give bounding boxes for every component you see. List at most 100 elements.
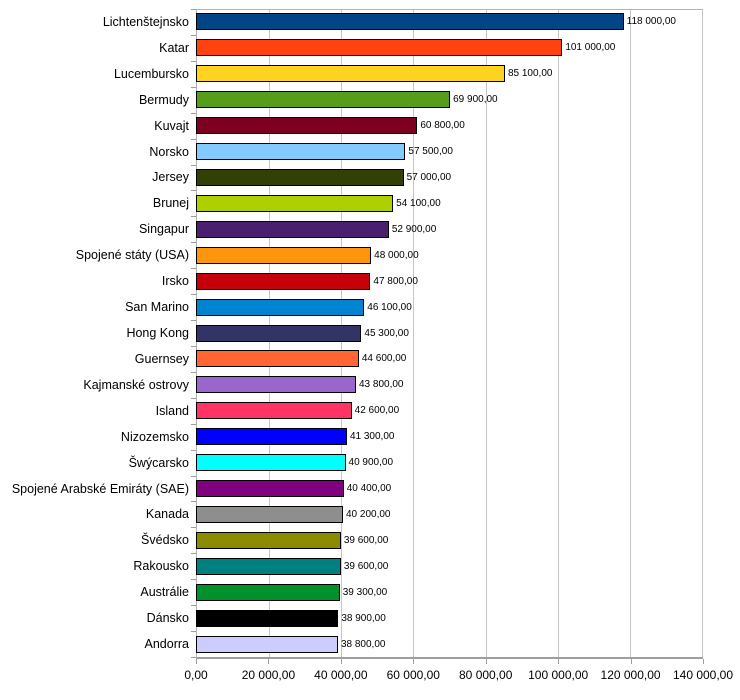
value-label: 69 900,00 <box>453 94 498 106</box>
value-label: 39 600,00 <box>343 560 389 572</box>
bar-row: Rakousko 39 600,00 <box>0 553 740 579</box>
category-label: Irsko <box>161 274 189 289</box>
bar-row: Norsko 57 500,00 <box>0 139 740 165</box>
category-label: Švédsko <box>141 533 189 548</box>
bar-row: Švédsko 39 600,00 <box>0 527 740 553</box>
bar <box>196 557 341 575</box>
value-label: 118 000,00 <box>626 16 676 28</box>
bar <box>196 428 347 446</box>
category-label: Lucembursko <box>113 66 189 81</box>
bar-row: Spojené Arabské Emiráty (SAE) 40 400,00 <box>0 476 740 502</box>
bar <box>196 220 389 238</box>
category-label: Nizozemsko <box>120 429 189 444</box>
bar-track: 101 000,00 <box>196 39 701 57</box>
bar <box>196 480 344 498</box>
category-label: San Marino <box>125 300 189 315</box>
y-axis-tick <box>191 87 196 88</box>
y-axis-tick <box>191 527 196 528</box>
bar-row: San Marino 46 100,00 <box>0 294 740 320</box>
bar <box>196 117 418 135</box>
y-axis-tick <box>191 294 196 295</box>
category-label: Kanada <box>145 507 189 522</box>
value-label: 47 800,00 <box>373 275 418 287</box>
bar <box>196 402 352 420</box>
bar-row: Guernsey 44 600,00 <box>0 346 740 372</box>
y-axis-tick <box>191 346 196 347</box>
bar-row: Brunej 54 100,00 <box>0 190 740 216</box>
bar-row: Austrálie 39 300,00 <box>0 579 740 605</box>
value-label: 42 600,00 <box>354 405 400 417</box>
bar-track: 60 800,00 <box>196 117 701 135</box>
bar-track: 57 500,00 <box>196 143 701 161</box>
bar <box>196 272 371 290</box>
y-axis-tick <box>191 165 196 166</box>
gridline <box>557 10 559 657</box>
x-axis-tick-label: 80 000,00 <box>459 668 513 682</box>
bar-row: Katar 101 000,00 <box>0 35 740 61</box>
value-label: 45 300,00 <box>364 327 409 339</box>
bar-track: 38 900,00 <box>196 609 701 627</box>
y-axis-tick <box>191 268 196 269</box>
bar-track: 40 900,00 <box>196 454 701 472</box>
value-label: 48 000,00 <box>374 249 419 261</box>
category-label: Kajmanské ostrovy <box>83 377 189 392</box>
x-axis-tick <box>630 659 632 664</box>
bar-track: 38 800,00 <box>196 635 701 653</box>
category-label: Rakousko <box>133 559 189 574</box>
category-label: Kuvajt <box>154 118 189 133</box>
bar-track: 39 600,00 <box>196 557 701 575</box>
y-axis-tick <box>191 35 196 36</box>
value-label: 41 300,00 <box>349 431 395 443</box>
bar <box>196 39 563 57</box>
x-axis-tick <box>268 659 270 664</box>
bar-track: 47 800,00 <box>196 272 701 290</box>
category-label: Katar <box>159 40 189 55</box>
bar-track: 40 200,00 <box>196 505 701 523</box>
bar <box>196 194 394 212</box>
value-label: 57 000,00 <box>406 171 452 183</box>
bar <box>196 13 624 31</box>
category-label: Norsko <box>149 144 189 159</box>
x-axis-tick-label: 120 000,00 <box>600 668 661 682</box>
bar <box>196 583 340 601</box>
value-label: 85 100,00 <box>507 68 553 80</box>
y-axis-tick <box>191 398 196 399</box>
y-axis-tick <box>191 61 196 62</box>
y-axis-tick <box>191 424 196 425</box>
bar-row: Dánsko 38 900,00 <box>0 605 740 631</box>
category-label: Jersey <box>152 170 189 185</box>
category-label: Andorra <box>144 637 189 652</box>
bar-track: 39 600,00 <box>196 531 701 549</box>
bar <box>196 505 343 523</box>
gridline <box>413 10 415 657</box>
bar-row: Island 42 600,00 <box>0 398 740 424</box>
bar <box>196 531 341 549</box>
bar-track: 39 300,00 <box>196 583 701 601</box>
y-axis-tick <box>191 605 196 606</box>
y-axis-tick <box>191 579 196 580</box>
bar-track: 69 900,00 <box>196 91 701 109</box>
value-label: 39 300,00 <box>342 586 388 598</box>
bar-row: Hong Kong 45 300,00 <box>0 320 740 346</box>
x-axis-tick-label: 20 000,00 <box>241 668 296 682</box>
bar-track: 44 600,00 <box>196 350 701 368</box>
category-label: Hong Kong <box>126 326 189 341</box>
x-axis-tick-label: 140 000,00 <box>672 668 734 682</box>
bar-track: 54 100,00 <box>196 194 701 212</box>
value-label: 40 400,00 <box>346 483 392 495</box>
bar-row: Jersey 57 000,00 <box>0 165 740 191</box>
bar-row: Bermudy 69 900,00 <box>0 87 740 113</box>
value-label: 39 600,00 <box>343 534 389 546</box>
bar-track: 46 100,00 <box>196 298 701 316</box>
bar-track: 85 100,00 <box>196 65 701 83</box>
bar <box>196 324 362 342</box>
y-axis-tick <box>191 242 196 243</box>
bar <box>196 65 505 83</box>
category-label: Singapur <box>138 222 189 237</box>
gridline <box>485 10 487 657</box>
bar-row: Kuvajt 60 800,00 <box>0 113 740 139</box>
bar <box>196 635 338 653</box>
bar-row: Singapur 52 900,00 <box>0 216 740 242</box>
bar-track: 41 300,00 <box>196 428 701 446</box>
